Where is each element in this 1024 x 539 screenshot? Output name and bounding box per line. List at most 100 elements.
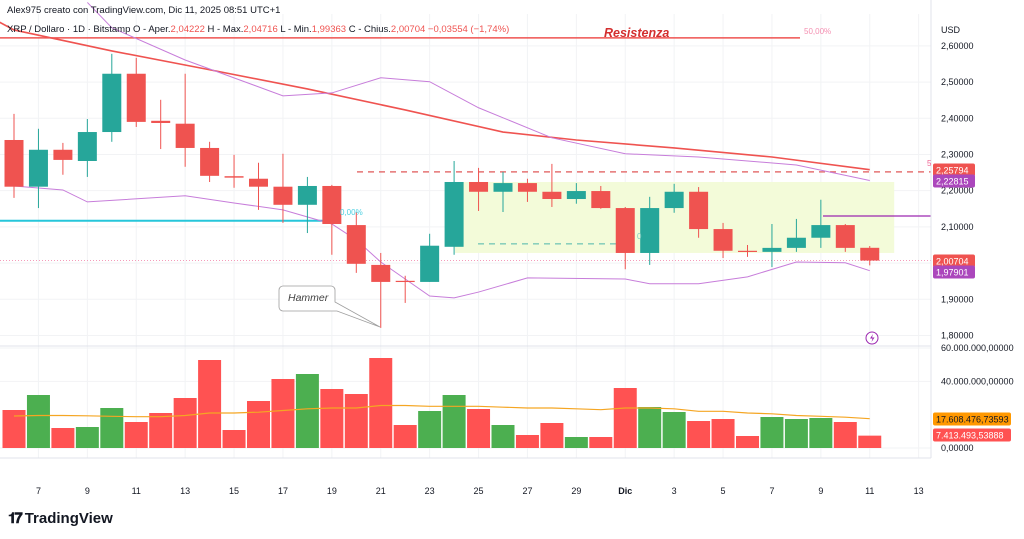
candle-body[interactable]: [566, 191, 586, 200]
candle-body[interactable]: [200, 147, 220, 176]
candles-layer[interactable]: [4, 53, 880, 328]
candle-body[interactable]: [28, 149, 48, 187]
candle-body[interactable]: [591, 191, 611, 209]
volume-ma-price-label: 17.608.476,73593: [936, 415, 1009, 425]
candle-body[interactable]: [224, 176, 244, 178]
time-tick-label[interactable]: 27: [522, 486, 532, 496]
candle-body[interactable]: [4, 139, 24, 187]
moving-average-line: [0, 21, 870, 171]
time-tick-label[interactable]: 7: [769, 486, 774, 496]
candle-body[interactable]: [811, 225, 831, 238]
time-tick-label[interactable]: 21: [376, 486, 386, 496]
close-value: 2,00704: [390, 24, 426, 35]
fib-50-label: 50,00%: [804, 27, 831, 36]
candle-body[interactable]: [835, 225, 855, 248]
time-tick-label[interactable]: 5: [721, 486, 726, 496]
candle-body[interactable]: [542, 191, 562, 200]
lightning-icon[interactable]: [865, 331, 879, 345]
bollinger-upper-price-label: 2,22815: [936, 177, 969, 187]
volume-bar: [26, 395, 50, 448]
volume-bar: [320, 389, 344, 448]
volume-bar: [51, 428, 75, 448]
candle-body[interactable]: [371, 264, 391, 282]
time-tick-label[interactable]: 11: [865, 486, 874, 496]
candle-body[interactable]: [762, 247, 782, 252]
candle-body[interactable]: [640, 208, 660, 253]
time-tick-label[interactable]: 19: [327, 486, 337, 496]
candle-body[interactable]: [346, 225, 366, 264]
time-tick-label[interactable]: 23: [425, 486, 435, 496]
volume-last-price-label: 7.413.493,53888: [936, 431, 1004, 441]
time-tick-label[interactable]: 29: [571, 486, 581, 496]
time-tick-label[interactable]: 7: [36, 486, 41, 496]
volume-tick-label[interactable]: 0,00000: [941, 443, 974, 453]
volume-bar: [271, 379, 295, 448]
axes[interactable]: 2,60000 2,50000 2,40000 2,30000 2,20000 2,100…: [0, 0, 1014, 496]
volume-bar: [491, 425, 515, 448]
candle-body[interactable]: [53, 149, 73, 160]
price-tick-label[interactable]: 1,90000: [941, 294, 974, 304]
time-tick-label[interactable]: 17: [278, 486, 288, 496]
volume-ma-price-label-bg: [933, 412, 1011, 426]
candle-body[interactable]: [517, 183, 537, 192]
candle-body[interactable]: [444, 181, 464, 247]
candle-body[interactable]: [786, 237, 806, 248]
open-label: O - Aper.: [133, 24, 171, 35]
candle-body[interactable]: [493, 183, 513, 192]
candle-body[interactable]: [420, 245, 440, 282]
price-tick-label[interactable]: 2,50000: [941, 77, 974, 87]
candle-body[interactable]: [689, 191, 709, 230]
bollinger-upper-line: [86, 2, 870, 182]
price-tick-label[interactable]: 2,30000: [941, 149, 974, 159]
candle-body[interactable]: [860, 247, 880, 261]
candle-body[interactable]: [395, 280, 415, 283]
hammer-callout[interactable]: Hammer: [278, 285, 381, 328]
time-tick-label[interactable]: 13: [180, 486, 190, 496]
candle-body[interactable]: [175, 123, 195, 148]
volume-bar: [222, 430, 246, 448]
candle-body[interactable]: [615, 208, 635, 253]
candle-body[interactable]: [738, 250, 757, 252]
price-tick-label[interactable]: 2,10000: [941, 222, 974, 232]
time-tick-label[interactable]: 11: [132, 486, 141, 496]
time-tick-label[interactable]: 9: [818, 486, 823, 496]
price-tick-label[interactable]: 2,60000: [941, 41, 974, 51]
hammer-label: Hammer: [288, 292, 329, 304]
candle-body[interactable]: [297, 185, 317, 205]
candle-body[interactable]: [713, 229, 733, 251]
time-tick-label[interactable]: 15: [229, 486, 239, 496]
candle-body[interactable]: [273, 186, 293, 205]
volume-tick-label[interactable]: 40.000.000,00000: [941, 376, 1014, 386]
candle-body[interactable]: [469, 181, 489, 192]
volume-bar: [247, 401, 270, 448]
time-tick-label[interactable]: 13: [914, 486, 924, 496]
time-tick-label[interactable]: 3: [672, 486, 677, 496]
candle-body[interactable]: [664, 191, 684, 209]
time-tick-label[interactable]: 25: [474, 486, 484, 496]
symbol-legend[interactable]: XRP / Dollaro · 1D · Bitstamp O - Aper. 2…: [7, 24, 509, 35]
resistance-label[interactable]: Resistenza: [604, 26, 669, 40]
price-tick-label[interactable]: 2,40000: [941, 113, 974, 123]
candle-body[interactable]: [77, 132, 97, 161]
volume-bar: [295, 374, 319, 448]
candle-body[interactable]: [102, 73, 122, 133]
candle-body[interactable]: [322, 185, 342, 224]
level-label: 5: [927, 159, 932, 168]
tradingview-logo[interactable]: 𝟏𝟕 TradingView: [8, 510, 113, 527]
time-tick-label[interactable]: Dic: [618, 486, 632, 496]
time-tick-label[interactable]: 9: [85, 486, 90, 496]
candle-body[interactable]: [151, 120, 171, 123]
volume-bar: [173, 398, 197, 448]
symbol-name[interactable]: XRP / Dollaro · 1D · Bitstamp: [7, 24, 131, 35]
price-tick-label[interactable]: 1,80000: [941, 331, 974, 341]
candle-body[interactable]: [126, 73, 146, 122]
volume-bar: [198, 360, 222, 448]
change-value: −0,03554 (−1,74%): [427, 24, 510, 35]
candle-body[interactable]: [249, 178, 268, 187]
bollinger-lower-price-label-bg: [933, 265, 975, 279]
volume-tick-label[interactable]: 60.000.000,00000: [941, 343, 1014, 353]
price-tick-label[interactable]: 2,20000: [941, 186, 974, 196]
volume-bar: [124, 422, 148, 448]
volume-bar: [344, 394, 368, 448]
